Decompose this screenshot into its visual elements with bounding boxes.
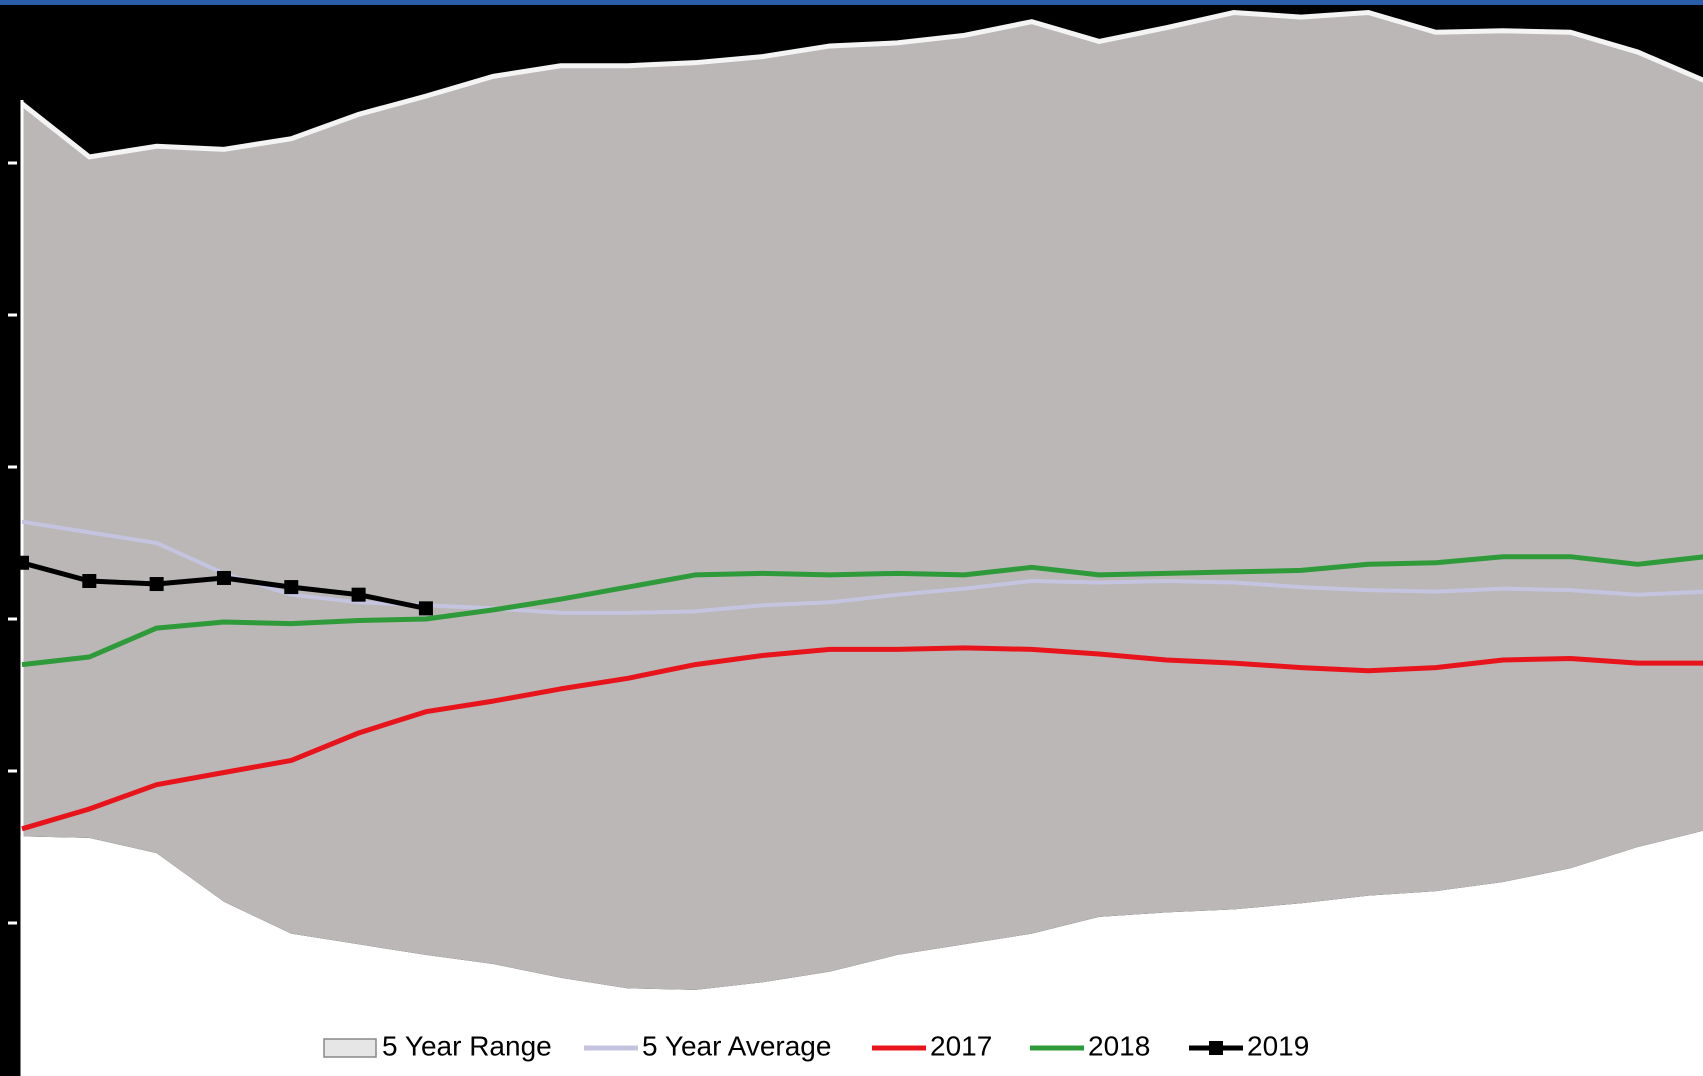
series-line xyxy=(21,645,1703,832)
series-line xyxy=(21,554,1703,668)
series-marker xyxy=(418,601,433,616)
legend-label: 2018 xyxy=(1088,1030,1150,1061)
top-bar xyxy=(0,0,1703,5)
legend-label: 2019 xyxy=(1247,1030,1309,1061)
legend-marker xyxy=(1209,1041,1223,1055)
range-top-edge xyxy=(20,9,1703,160)
legend-swatch xyxy=(323,1038,377,1058)
series-marker xyxy=(82,574,97,588)
legend-label: 5 Year Average xyxy=(642,1030,831,1061)
series-marker xyxy=(149,577,164,592)
series-marker xyxy=(351,587,366,602)
plot-area: 5 Year Range 5 Year Average 2017 2018 2019 xyxy=(8,9,1703,1076)
below-range xyxy=(22,830,1703,1076)
legend-label: 5 Year Range xyxy=(382,1030,552,1061)
series-marker xyxy=(284,580,299,595)
range-area xyxy=(22,12,1703,990)
legend-label: 2017 xyxy=(930,1030,992,1061)
series-marker xyxy=(15,555,29,570)
series-marker xyxy=(216,570,231,585)
series-line xyxy=(21,519,1703,615)
